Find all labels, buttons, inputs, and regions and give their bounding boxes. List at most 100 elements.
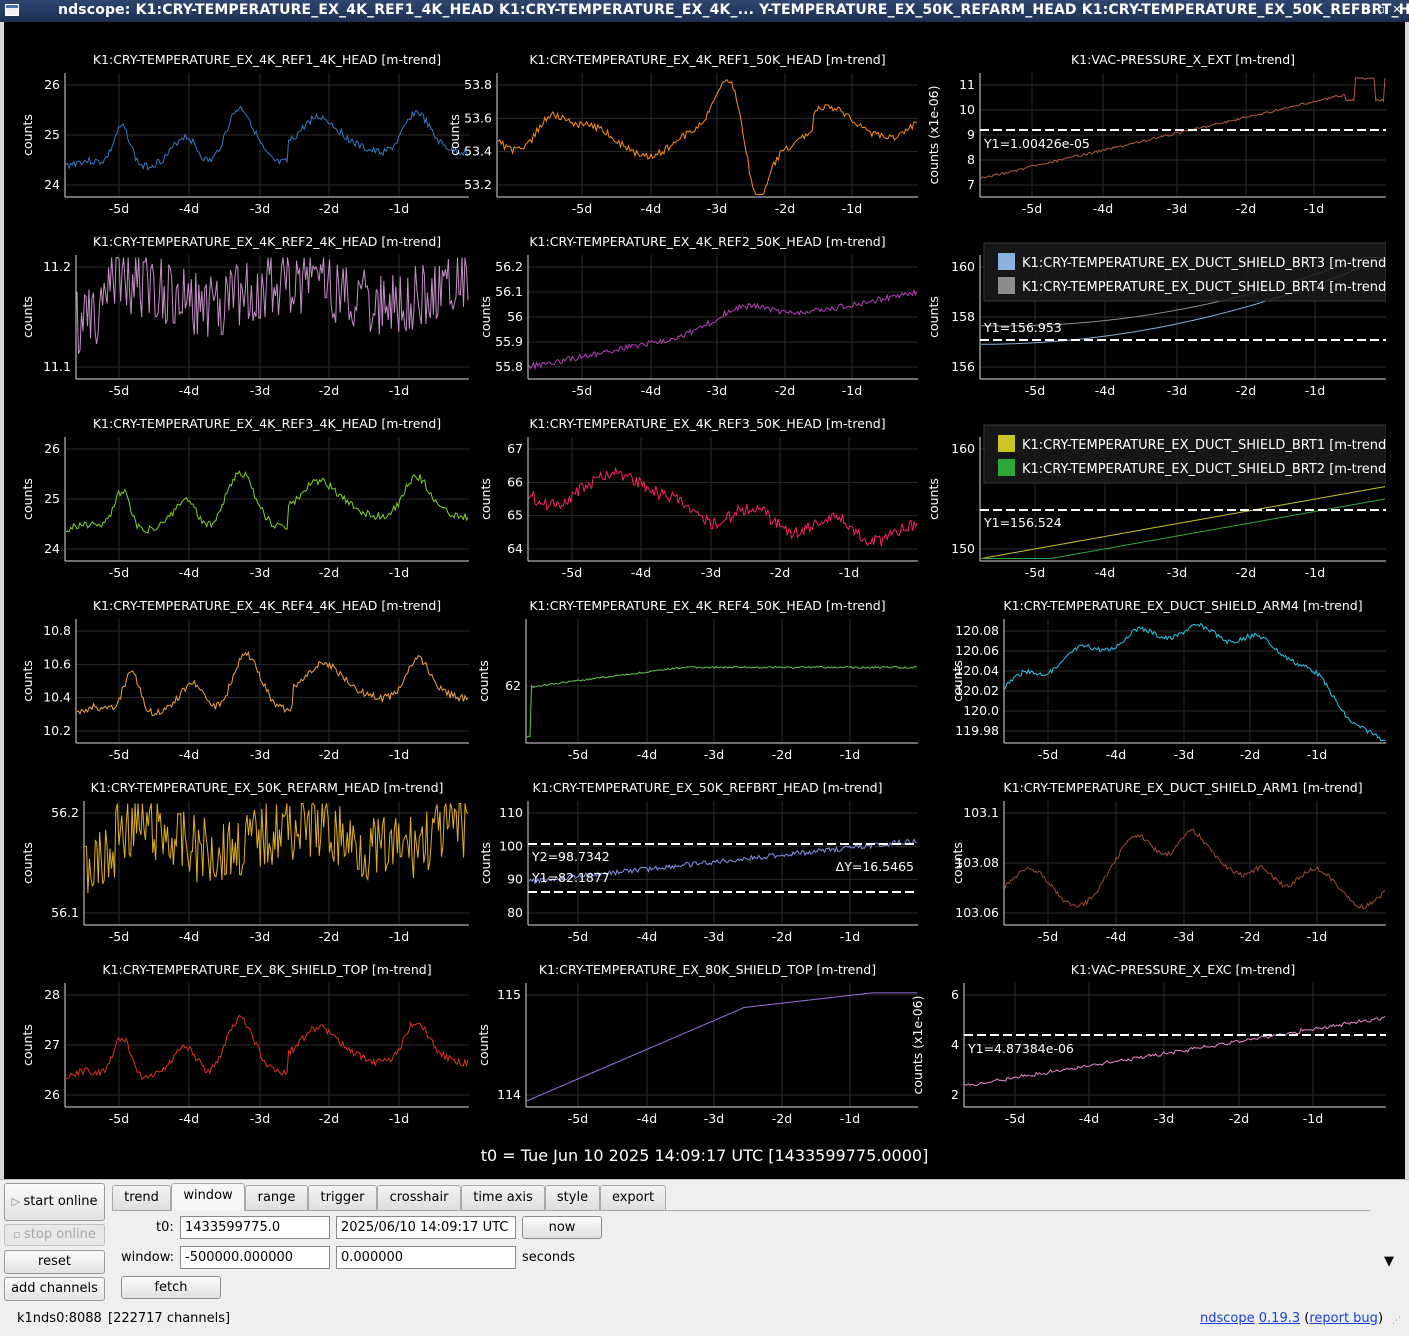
- x-tick-label: -2d: [775, 383, 795, 398]
- tab-trigger[interactable]: trigger: [308, 1185, 377, 1210]
- legend-swatch[interactable]: [998, 277, 1015, 294]
- legend-swatch[interactable]: [998, 253, 1015, 270]
- y-axis-label: counts: [20, 1024, 35, 1066]
- t0-field-label: t0:: [156, 1220, 174, 1235]
- y-axis-label: counts: [478, 842, 493, 884]
- plot-4[interactable]: K1:CRY-TEMPERATURE_EX_4K_REF2_4K_HEAD [m…: [20, 234, 469, 398]
- plot-13[interactable]: K1:CRY-TEMPERATURE_EX_50K_REFARM_HEAD [m…: [20, 780, 469, 944]
- legend-entry[interactable]: K1:CRY-TEMPERATURE_EX_DUCT_SHIELD_BRT4 […: [1022, 280, 1386, 295]
- plot-10[interactable]: K1:CRY-TEMPERATURE_EX_4K_REF4_4K_HEAD [m…: [20, 598, 469, 762]
- plot-area[interactable]: K1:CRY-TEMPERATURE_EX_4K_REF1_4K_HEAD [m…: [4, 22, 1405, 1179]
- y-axis-label: counts: [447, 114, 462, 156]
- y-tick-label: 66: [507, 474, 523, 489]
- y-tick-label: 65: [507, 508, 523, 523]
- trace-line: [526, 992, 917, 1102]
- plot-12[interactable]: K1:CRY-TEMPERATURE_EX_DUCT_SHIELD_ARM4 […: [950, 598, 1386, 762]
- y-axis-label: counts: [20, 478, 35, 520]
- reset-button[interactable]: reset: [4, 1250, 105, 1274]
- plot-8[interactable]: K1:CRY-TEMPERATURE_EX_4K_REF3_50K_HEAD […: [478, 416, 918, 580]
- window-end-input[interactable]: [336, 1246, 516, 1269]
- x-tick-label: -3d: [1167, 383, 1187, 398]
- legend-clip: [1386, 425, 1405, 485]
- t0-date-input[interactable]: [336, 1216, 516, 1239]
- window-start-input[interactable]: [180, 1246, 330, 1269]
- title-bar: ndscope: K1:CRY-TEMPERATURE_EX_4K_REF1_4…: [0, 0, 1409, 22]
- window-icon[interactable]: [5, 4, 19, 16]
- y-axis-label: counts: [478, 478, 493, 520]
- trace-line: [528, 288, 918, 371]
- tab-range[interactable]: range: [245, 1185, 308, 1210]
- x-tick-label: -2d: [319, 929, 339, 944]
- plot-18[interactable]: K1:VAC-PRESSURE_X_EXC [m-trend] counts (x…: [910, 962, 1386, 1126]
- fetch-button[interactable]: fetch: [121, 1276, 221, 1299]
- plot-grid[interactable]: K1:CRY-TEMPERATURE_EX_4K_REF1_4K_HEAD [m…: [4, 22, 1405, 1142]
- tab-style[interactable]: style: [545, 1185, 600, 1210]
- plot-11[interactable]: K1:CRY-TEMPERATURE_EX_4K_REF4_50K_HEAD […: [476, 598, 918, 762]
- y-tick-label: 26: [44, 1087, 60, 1102]
- cursor-delta-label: ΔY=16.5465: [836, 859, 914, 874]
- version-link[interactable]: 0.19.3: [1258, 1311, 1301, 1326]
- x-tick-label: -1d: [389, 1111, 409, 1126]
- x-tick-label: -2d: [1236, 383, 1256, 398]
- y-tick-label: 11: [959, 77, 975, 92]
- y-tick-label: 27: [44, 1037, 60, 1052]
- add-channels-button[interactable]: add channels: [4, 1277, 105, 1301]
- tab-trend[interactable]: trend: [112, 1185, 171, 1210]
- x-tick-label: -1d: [1305, 565, 1325, 580]
- start-online-button[interactable]: ▷ start online: [4, 1183, 105, 1221]
- plot-title: K1:CRY-TEMPERATURE_EX_4K_REF4_4K_HEAD [m…: [93, 598, 441, 613]
- plot-6[interactable]: counts 160 158 156 -5d -4d -3d -2d -1d Y1=156.953…: [926, 242, 1405, 398]
- y-axis-label: counts: [950, 842, 965, 884]
- plot-1[interactable]: K1:CRY-TEMPERATURE_EX_4K_REF1_4K_HEAD [m…: [20, 52, 469, 216]
- plot-7[interactable]: K1:CRY-TEMPERATURE_EX_4K_REF3_4K_HEAD [m…: [20, 416, 469, 580]
- tab-crosshair[interactable]: crosshair: [377, 1185, 461, 1210]
- x-tick-label: -3d: [1174, 929, 1194, 944]
- plot-17[interactable]: K1:CRY-TEMPERATURE_EX_80K_SHIELD_TOP [m-…: [476, 962, 918, 1126]
- y-axis-label: counts: [926, 296, 941, 338]
- tab-export[interactable]: export: [600, 1185, 666, 1210]
- plot-9[interactable]: counts 160 150 -5d -4d -3d -2d -1d Y1=156.524 K1:…: [926, 424, 1405, 580]
- collapse-arrow-icon[interactable]: ▼: [1384, 1254, 1394, 1269]
- plot-2[interactable]: K1:CRY-TEMPERATURE_EX_4K_REF1_50K_HEAD […: [447, 52, 918, 216]
- y-tick-label: 100: [499, 838, 523, 853]
- resize-grip-icon[interactable]: ⋰: [1392, 1316, 1401, 1326]
- legend-swatch[interactable]: [998, 459, 1015, 476]
- plot-3[interactable]: K1:VAC-PRESSURE_X_EXT [m-trend] counts (x…: [926, 52, 1386, 216]
- tab-window[interactable]: window: [171, 1183, 245, 1211]
- x-tick-label: -1d: [840, 1111, 860, 1126]
- legend-swatch[interactable]: [998, 435, 1015, 452]
- legend-entry[interactable]: K1:CRY-TEMPERATURE_EX_DUCT_SHIELD_BRT1 […: [1022, 438, 1386, 453]
- plot-title: K1:CRY-TEMPERATURE_EX_4K_REF4_50K_HEAD […: [529, 598, 885, 613]
- trace-line: [84, 802, 469, 894]
- x-tick-label: -3d: [707, 383, 727, 398]
- ndscope-link[interactable]: ndscope: [1200, 1311, 1255, 1326]
- legend-entry[interactable]: K1:CRY-TEMPERATURE_EX_DUCT_SHIELD_BRT2 […: [1022, 462, 1386, 477]
- window-title: ndscope: K1:CRY-TEMPERATURE_EX_4K_REF1_4…: [58, 2, 1409, 18]
- minimize-icon[interactable]: ▫: [1361, 3, 1369, 16]
- close-icon[interactable]: ✕: [1392, 3, 1402, 16]
- x-tick-label: -1d: [842, 383, 862, 398]
- stop-online-button[interactable]: ▫ stop online: [4, 1224, 105, 1246]
- maximize-icon[interactable]: ▫: [1377, 3, 1385, 16]
- plot-14[interactable]: K1:CRY-TEMPERATURE_EX_50K_REFBRT_HEAD [m…: [478, 780, 918, 944]
- x-tick-label: -1d: [389, 383, 409, 398]
- now-button[interactable]: now: [522, 1216, 602, 1239]
- tab-time-axis[interactable]: time axis: [461, 1185, 545, 1210]
- trace-line: [526, 665, 918, 738]
- plot-15[interactable]: K1:CRY-TEMPERATURE_EX_DUCT_SHIELD_ARM1 […: [950, 780, 1386, 944]
- report-bug-link[interactable]: report bug: [1309, 1311, 1378, 1326]
- plot-title: K1:CRY-TEMPERATURE_EX_50K_REFBRT_HEAD [m…: [533, 780, 883, 795]
- plot-5[interactable]: K1:CRY-TEMPERATURE_EX_4K_REF2_50K_HEAD […: [478, 234, 918, 398]
- y-tick-label: 158: [951, 309, 975, 324]
- y-tick-label: 114: [497, 1087, 521, 1102]
- x-tick-label: -5d: [568, 747, 588, 762]
- y-tick-label: 56.1: [495, 284, 523, 299]
- y-tick-label: 28: [44, 987, 60, 1002]
- x-tick-label: -5d: [109, 929, 129, 944]
- trace-line: [980, 486, 1386, 559]
- plot-16[interactable]: K1:CRY-TEMPERATURE_EX_8K_SHIELD_TOP [m-t…: [20, 962, 469, 1126]
- t0-gps-input[interactable]: [180, 1216, 330, 1239]
- x-tick-label: -1d: [389, 565, 409, 580]
- y-tick-label: 11.1: [43, 359, 71, 374]
- legend-entry[interactable]: K1:CRY-TEMPERATURE_EX_DUCT_SHIELD_BRT3 […: [1022, 256, 1386, 271]
